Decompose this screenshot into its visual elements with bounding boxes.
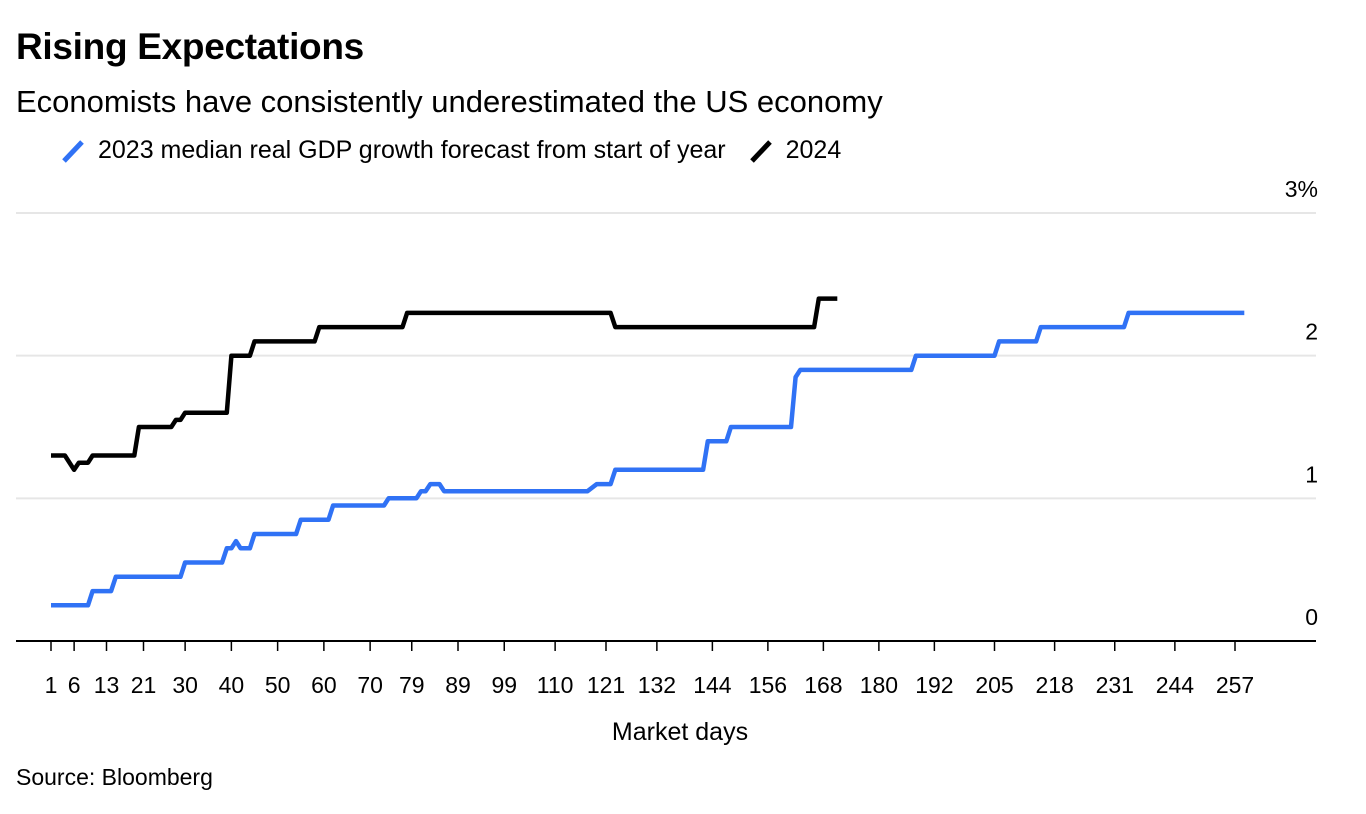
- x-tick-label-180: 180: [860, 672, 898, 698]
- x-tick-label-50: 50: [265, 672, 291, 698]
- x-tick-label-132: 132: [638, 672, 676, 698]
- x-tick-label-6: 6: [68, 672, 81, 698]
- legend-label-2023: 2023 median real GDP growth forecast fro…: [98, 136, 726, 164]
- x-tick-label-99: 99: [491, 672, 517, 698]
- series-line-2024: [51, 296, 838, 473]
- x-tick-label-79: 79: [399, 672, 425, 698]
- x-tick-label-30: 30: [172, 672, 198, 698]
- x-tick-label-156: 156: [749, 672, 787, 698]
- legend-item-2024: 2024: [748, 136, 842, 165]
- legend: 2023 median real GDP growth forecast fro…: [60, 136, 863, 165]
- x-axis-label: Market days: [612, 718, 748, 746]
- y-tick-label-2: 2: [1305, 319, 1318, 345]
- gridlines: [16, 212, 1316, 500]
- x-tick-label-257: 257: [1216, 672, 1254, 698]
- x-tick-label-192: 192: [915, 672, 953, 698]
- x-tick-label-205: 205: [975, 672, 1013, 698]
- x-tick-label-144: 144: [693, 672, 732, 698]
- x-tick-label-168: 168: [804, 672, 842, 698]
- x-tick-label-110: 110: [537, 672, 574, 698]
- series-lines: [51, 296, 1245, 608]
- y-axis-ticks: 0 1 2 3%: [1285, 176, 1318, 630]
- x-tick-label-1: 1: [45, 672, 58, 698]
- source-note: Source: Bloomberg: [16, 764, 213, 790]
- y-tick-label-1: 1: [1305, 461, 1318, 487]
- x-tick-label-21: 21: [131, 672, 157, 698]
- legend-item-2023: 2023 median real GDP growth forecast fro…: [60, 136, 726, 165]
- legend-swatch-2024: [749, 139, 772, 163]
- y-tick-label-0: 0: [1305, 604, 1318, 630]
- y-tick-label-3: 3%: [1285, 176, 1318, 202]
- x-tick-label-70: 70: [357, 672, 383, 698]
- x-tick-label-244: 244: [1156, 672, 1195, 698]
- x-axis: 1 6 13 21 30 40 50 60 70 79 89 99 110 121 132 144 156 168…: [16, 640, 1316, 698]
- x-tick-label-218: 218: [1035, 672, 1073, 698]
- x-tick-label-13: 13: [94, 672, 120, 698]
- series-line-2023: [51, 310, 1245, 608]
- x-tick-label-231: 231: [1096, 672, 1134, 698]
- legend-swatch-2023: [62, 139, 84, 163]
- x-tick-label-60: 60: [311, 672, 337, 698]
- legend-label-2024: 2024: [785, 136, 842, 164]
- chart-title: Rising Expectations: [16, 26, 364, 67]
- chart-subtitle: Economists have consistently underestima…: [16, 84, 883, 119]
- x-tick-label-40: 40: [219, 672, 245, 698]
- x-tick-label-89: 89: [445, 672, 471, 698]
- x-tick-label-121: 121: [587, 672, 625, 698]
